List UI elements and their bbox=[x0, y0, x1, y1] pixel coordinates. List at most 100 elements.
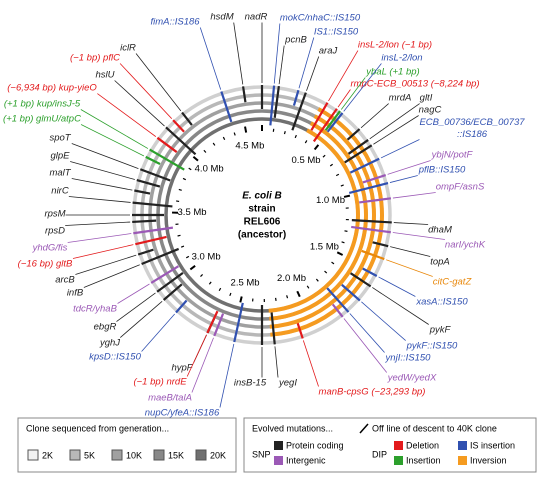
mutation-tick bbox=[348, 181, 389, 194]
leader-line bbox=[392, 232, 445, 240]
mutation-label: pykF bbox=[429, 325, 452, 336]
leader-line bbox=[369, 103, 420, 140]
mutation-tick bbox=[141, 247, 180, 266]
scale-label: 1.0 Mb bbox=[316, 195, 345, 206]
mutation-label: tdcR/yhaB bbox=[73, 304, 117, 315]
leader-line bbox=[389, 175, 418, 183]
mutation-label: nupC/yfeA::IS186 bbox=[145, 408, 220, 419]
scale-tick bbox=[335, 173, 340, 177]
scale-tick bbox=[296, 290, 301, 298]
mutation-label: ynjI::IS150 bbox=[385, 353, 432, 364]
leader-line bbox=[233, 22, 244, 85]
scale-tick bbox=[304, 140, 308, 144]
scale-tick bbox=[315, 278, 319, 282]
leader-line bbox=[97, 93, 157, 137]
legend-label: Inversion bbox=[470, 455, 507, 465]
leader-line bbox=[337, 89, 351, 108]
mutation-tick bbox=[165, 126, 197, 156]
mutation-label: ompF/asnS bbox=[436, 182, 485, 193]
mutation-legend-title: Evolved mutations... bbox=[252, 423, 333, 433]
leader-line bbox=[219, 343, 235, 408]
scale-label: 4.0 Mb bbox=[195, 164, 224, 175]
mutation-label: ECB_00736/ECB_00737::IS186 bbox=[419, 117, 525, 140]
mutation-tick bbox=[310, 102, 329, 131]
mutation-label: dhaM bbox=[428, 225, 452, 236]
scale-tick bbox=[200, 273, 204, 277]
mutation-label: rpsM bbox=[44, 209, 65, 220]
mutation-tick bbox=[206, 310, 219, 334]
mutation-label: hslU bbox=[95, 70, 114, 81]
generation-swatch bbox=[27, 449, 39, 461]
scale-tick bbox=[178, 188, 182, 191]
swatch bbox=[394, 441, 403, 450]
scale-tick bbox=[203, 149, 207, 153]
mutation-label: fimA::IS186 bbox=[150, 17, 200, 28]
scale-label: 2.5 Mb bbox=[231, 277, 260, 288]
mutation-tick bbox=[349, 157, 380, 174]
mutation-tick bbox=[156, 136, 178, 153]
mutation-tick bbox=[324, 110, 341, 131]
mutation-label: (−1 bp) pflC bbox=[70, 53, 120, 64]
scale-tick bbox=[329, 163, 334, 167]
scale-label: 3.5 Mb bbox=[178, 207, 207, 218]
mutation-label: arcB bbox=[55, 275, 75, 286]
leader-line bbox=[114, 80, 165, 127]
leader-line bbox=[80, 109, 149, 149]
scale-tick bbox=[182, 177, 187, 181]
generation-swatch bbox=[111, 449, 123, 461]
scale-tick bbox=[341, 241, 345, 244]
swatch bbox=[394, 456, 403, 465]
scale-tick bbox=[233, 132, 236, 136]
mutation-label: yghJ bbox=[99, 338, 120, 349]
scale-tick bbox=[286, 295, 289, 299]
leader-line bbox=[361, 301, 406, 341]
leader-line bbox=[349, 313, 385, 353]
leader-line bbox=[71, 143, 139, 169]
label-line: ECB_00736/ECB_00737 bbox=[419, 117, 525, 128]
leader-line bbox=[191, 337, 214, 393]
mutation-label: hypF bbox=[171, 363, 193, 374]
leader-line bbox=[119, 63, 173, 119]
mutation-tick bbox=[372, 241, 389, 248]
leader-line bbox=[343, 318, 388, 373]
mutation-label: rpsD bbox=[45, 226, 65, 237]
scale-tick bbox=[185, 255, 190, 259]
leader-line bbox=[360, 103, 389, 129]
scale-label: 3.0 Mb bbox=[192, 252, 221, 263]
mutation-label: (+1 bp) kup/insJ-5 bbox=[4, 99, 81, 110]
mutation-tick bbox=[361, 249, 385, 261]
leader-line bbox=[328, 50, 359, 102]
mutation-label: malT bbox=[49, 168, 71, 179]
leader-line bbox=[340, 77, 366, 110]
mutation-label: yhdG/fis bbox=[32, 243, 68, 254]
mutation-label: yegI bbox=[278, 378, 297, 389]
leader-line bbox=[278, 45, 285, 85]
generation-label: 5K bbox=[84, 450, 95, 460]
mutation-label: rmpC-ECB_00513 (−8,224 bp) bbox=[350, 79, 479, 90]
leader-line bbox=[117, 283, 150, 304]
mutation-label: maeB/talA bbox=[148, 393, 192, 404]
scale-tick bbox=[222, 136, 226, 141]
scale-tick bbox=[340, 184, 344, 187]
center-line: (ancestor) bbox=[238, 230, 286, 241]
swatch bbox=[458, 441, 467, 450]
generation-swatch bbox=[195, 449, 207, 461]
mutation-tick bbox=[172, 119, 185, 133]
scale-tick bbox=[343, 194, 351, 198]
scale-label: 2.0 Mb bbox=[277, 273, 306, 284]
leader-line bbox=[135, 53, 182, 112]
mutation-tick bbox=[242, 86, 247, 103]
mutation-tick bbox=[149, 148, 185, 171]
snp-label: SNP bbox=[252, 449, 271, 459]
mutation-label: IS1::IS150 bbox=[314, 27, 359, 38]
leader-line bbox=[70, 161, 135, 180]
mutation-label: manB-cpsG (−23,293 bp) bbox=[319, 387, 426, 398]
mutation-label: xasA::IS150 bbox=[415, 297, 468, 308]
leader-line bbox=[298, 37, 315, 89]
leader-line bbox=[273, 23, 281, 84]
swatch bbox=[274, 456, 283, 465]
leader-line bbox=[67, 233, 132, 243]
leader-line bbox=[393, 222, 429, 225]
off-line-label: Off line of descent to 40K clone bbox=[372, 423, 497, 433]
mutation-label: kpsD::IS150 bbox=[89, 352, 141, 363]
